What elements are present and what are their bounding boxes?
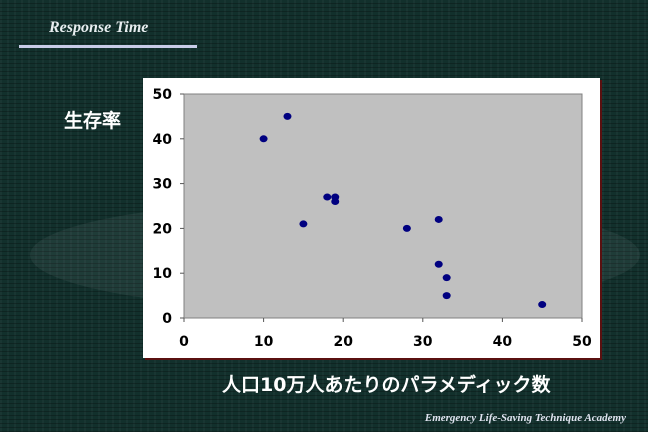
data-point [323,193,332,201]
plot-background [183,93,583,319]
y-tick-label: 0 [162,311,172,327]
data-point [434,215,443,223]
x-tick-label: 10 [254,334,274,350]
scatter-plot: 0 10 20 30 40 50 0 10 20 30 40 50 [153,87,592,350]
data-point [299,220,308,228]
data-point [259,135,268,143]
x-tick-label: 30 [413,334,433,350]
y-tick-label: 30 [153,177,173,193]
data-point [434,260,443,268]
y-axis-label: 生存率 [64,110,122,132]
data-point [402,224,411,232]
x-axis-label: 人口10万人あたりのパラメディック数 [222,374,551,396]
chart-area: 0 10 20 30 40 50 0 10 20 30 40 50 [143,78,600,358]
x-tick-label: 40 [493,334,513,350]
y-tick-label: 20 [153,221,173,237]
y-tick-label: 40 [153,132,173,148]
x-tick-label: 50 [572,334,592,350]
y-tick-label: 50 [153,87,173,103]
x-tick-label: 20 [333,334,353,350]
y-tick-label: 10 [153,266,173,282]
data-point [538,301,547,309]
slide-title: Response Time [49,19,149,36]
data-point [283,112,292,120]
title-underline [19,45,197,48]
data-point [442,292,451,300]
data-point [331,198,340,206]
data-point [442,274,451,282]
x-tick-label: 0 [179,334,189,350]
footer-text: Emergency Life-Saving Technique Academy [424,412,626,424]
